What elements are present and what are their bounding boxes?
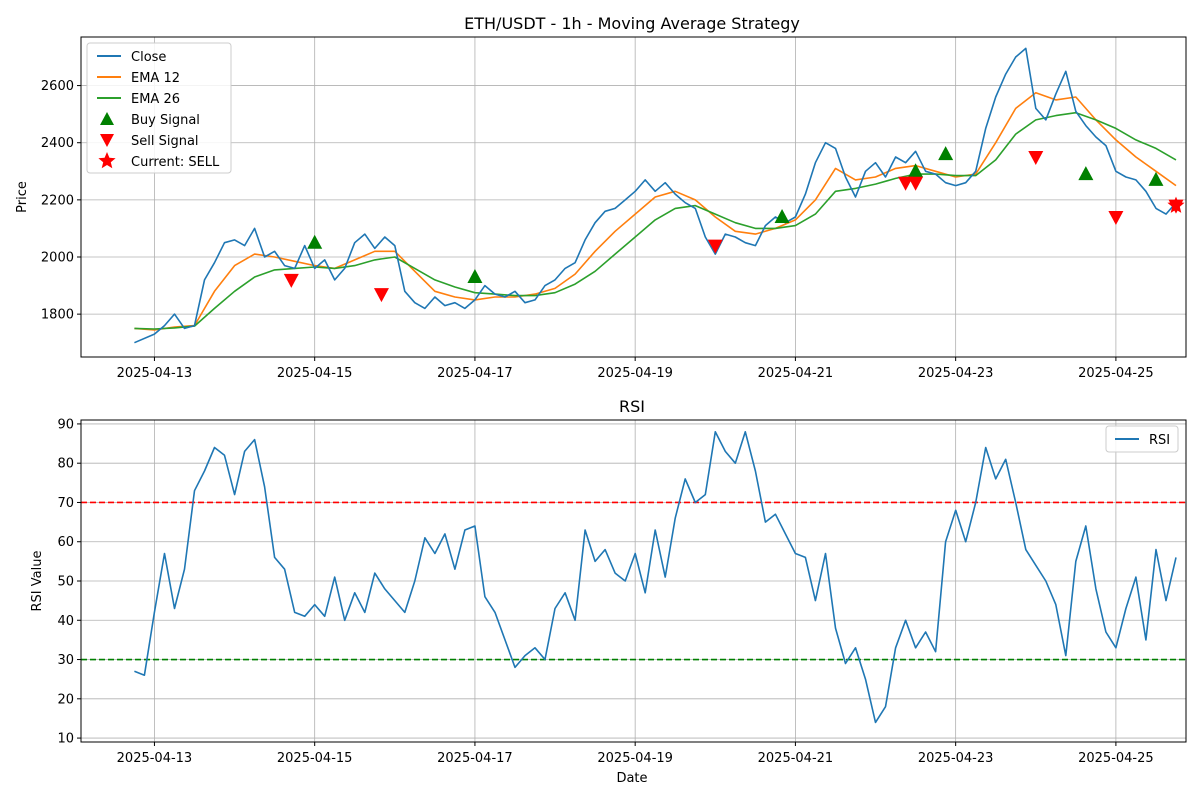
current-signal-star: [1167, 196, 1185, 213]
price-x-ticks: 2025-04-13 2025-04-15 2025-04-17 2025-04-19…: [117, 357, 1154, 381]
rsi-y-tick-label: 30: [57, 653, 74, 668]
sell-signal-marker: [707, 239, 723, 254]
price-y-tick-label: 2400: [41, 136, 74, 151]
buy-signal-marker: [307, 234, 323, 249]
buy-signal-marker: [1148, 171, 1164, 186]
legend-buy-label: Buy Signal: [131, 113, 200, 128]
rsi-x-ticks: 2025-04-13 2025-04-15 2025-04-17 2025-04-19…: [117, 742, 1154, 766]
price-y-tick-label: 2000: [41, 251, 74, 266]
ema-12-line: [134, 91, 1177, 331]
rsi-y-tick-label: 60: [57, 535, 74, 550]
price-series: [134, 47, 1177, 344]
rsi-y-ticks: 10 20 30 40 50 60 70 80 90: [57, 417, 81, 747]
legend-close-label: Close: [131, 50, 166, 65]
price-x-tick-label: 2025-04-13: [117, 366, 193, 381]
sell-signal-marker: [898, 176, 914, 191]
price-legend-box: [86, 42, 232, 174]
price-y-axis-label: Price: [15, 181, 30, 213]
legend-rsi-label: RSI: [1149, 433, 1170, 448]
rsi-y-axis-label: RSI Value: [30, 551, 45, 612]
price-y-tick-label: 1800: [41, 308, 74, 323]
price-x-tick-label: 2025-04-21: [758, 366, 834, 381]
rsi-x-tick-label: 2025-04-23: [918, 751, 994, 766]
rsi-x-tick-label: 2025-04-25: [1078, 751, 1154, 766]
legend-current-label: Current: SELL: [131, 155, 220, 170]
rsi-y-tick-label: 70: [57, 496, 74, 511]
price-x-tick-label: 2025-04-25: [1078, 366, 1154, 381]
price-x-tick-label: 2025-04-19: [597, 366, 673, 381]
rsi-line: [134, 431, 1177, 724]
rsi-y-tick-label: 10: [57, 732, 74, 747]
price-chart-title: ETH/USDT - 1h - Moving Average Strategy: [464, 14, 800, 33]
price-legend: Close EMA 12 EMA 26 Buy Signal Sell Sign…: [86, 42, 232, 174]
price-y-ticks: 1800 2000 2200 2400 2600: [41, 79, 81, 323]
price-x-tick-label: 2025-04-23: [918, 366, 994, 381]
rsi-y-tick-label: 40: [57, 614, 74, 629]
sell-signal-marker: [1028, 151, 1044, 165]
price-y-tick-label: 2200: [41, 193, 74, 208]
rsi-x-tick-label: 2025-04-17: [437, 751, 513, 766]
price-panel: ETH/USDT - 1h - Moving Average Strategy …: [15, 14, 1187, 381]
price-x-tick-label: 2025-04-15: [277, 366, 353, 381]
legend-buy-marker-icon: [100, 112, 114, 125]
rsi-y-tick-label: 80: [57, 457, 74, 472]
rsi-legend: RSI: [1105, 425, 1179, 453]
rsi-legend-box: [1105, 425, 1179, 453]
rsi-x-tick-label: 2025-04-19: [597, 751, 673, 766]
price-axes-frame: [80, 36, 1187, 358]
rsi-y-tick-label: 20: [57, 692, 74, 707]
buy-signal-marker: [938, 146, 954, 161]
price-y-tick-label: 2600: [41, 79, 74, 94]
rsi-x-axis-label: Date: [616, 771, 647, 786]
rsi-series: [81, 431, 1186, 724]
legend-ema26-label: EMA 26: [131, 92, 180, 107]
rsi-y-tick-label: 90: [57, 417, 74, 432]
buy-signal-marker: [1078, 166, 1094, 181]
signal-markers: [283, 146, 1185, 303]
rsi-chart-title: RSI: [619, 397, 645, 416]
close-line: [134, 47, 1177, 344]
legend-sell-label: Sell Signal: [131, 134, 199, 149]
sell-signal-marker: [283, 273, 299, 288]
rsi-y-tick-label: 50: [57, 575, 74, 590]
legend-current-star-icon: [98, 152, 116, 169]
buy-signal-marker: [467, 269, 483, 283]
price-x-tick-label: 2025-04-17: [437, 366, 513, 381]
sell-signal-marker: [373, 288, 389, 303]
rsi-x-tick-label: 2025-04-15: [277, 751, 353, 766]
sell-signal-marker: [1108, 211, 1124, 225]
buy-signal-marker: [774, 209, 790, 223]
rsi-x-tick-label: 2025-04-21: [758, 751, 834, 766]
rsi-x-tick-label: 2025-04-13: [117, 751, 193, 766]
ema-26-line: [134, 111, 1177, 330]
sell-signal-marker: [908, 176, 924, 191]
legend-ema12-label: EMA 12: [131, 71, 180, 86]
legend-sell-marker-icon: [100, 134, 114, 147]
buy-signal-marker: [908, 163, 924, 178]
